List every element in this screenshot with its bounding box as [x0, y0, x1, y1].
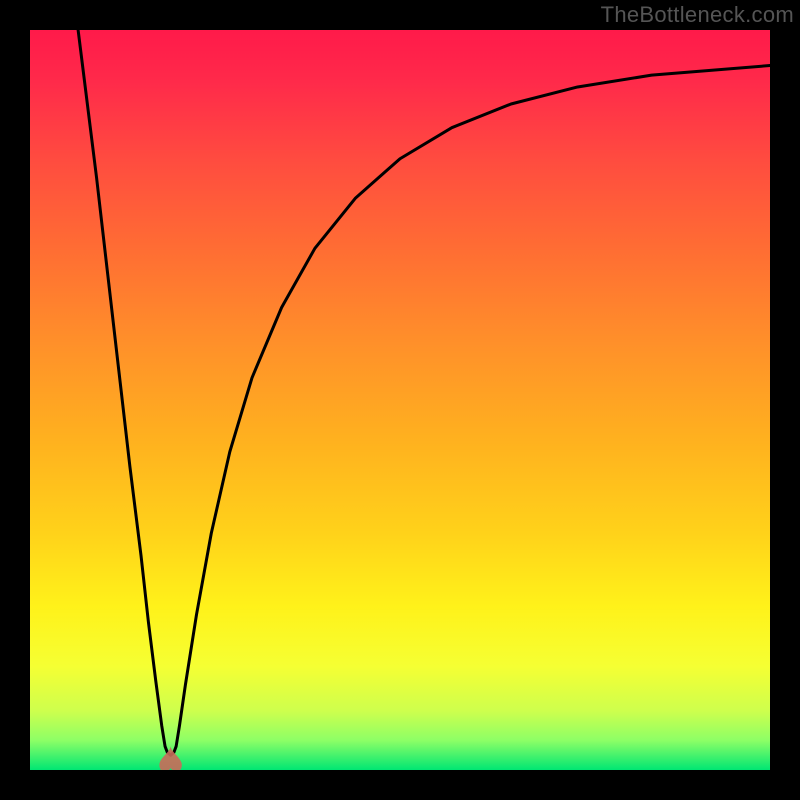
watermark-text: TheBottleneck.com [601, 2, 794, 28]
plot-area [30, 30, 770, 770]
chart-container: { "watermark": { "text": "TheBottleneck.… [0, 0, 800, 800]
minimum-marker-heart-icon [159, 746, 181, 770]
curve-layer [30, 30, 770, 770]
bottleneck-curve [78, 30, 770, 755]
